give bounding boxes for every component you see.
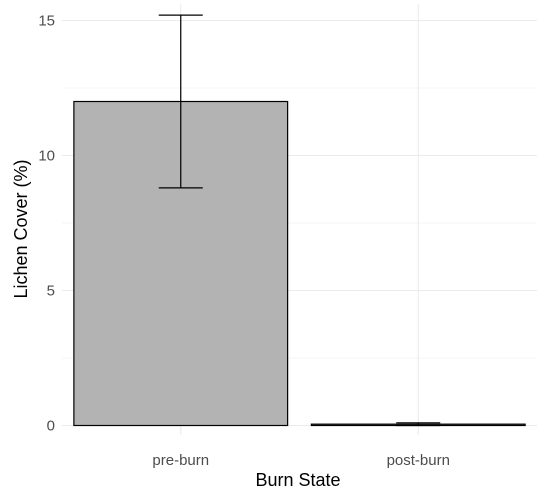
y-axis-title: Lichen Cover (%) (11, 159, 31, 298)
y-tick-label: 15 (38, 13, 55, 30)
y-tick-label: 5 (47, 283, 55, 300)
error-bar-pre-burn (158, 14, 203, 189)
x-tick-label: pre-burn (152, 452, 209, 469)
y-tick-label: 0 (47, 418, 55, 435)
error-bars (158, 14, 441, 427)
y-tick-label: 10 (38, 148, 55, 165)
bars (73, 100, 526, 427)
x-tick-label: post-burn (387, 452, 450, 469)
y-axis-ticks: 0 5 10 15 (38, 13, 55, 435)
x-axis-ticks: pre-burn post-burn (152, 452, 450, 469)
x-axis-title: Burn State (255, 470, 340, 490)
error-bar-post-burn (396, 422, 441, 427)
